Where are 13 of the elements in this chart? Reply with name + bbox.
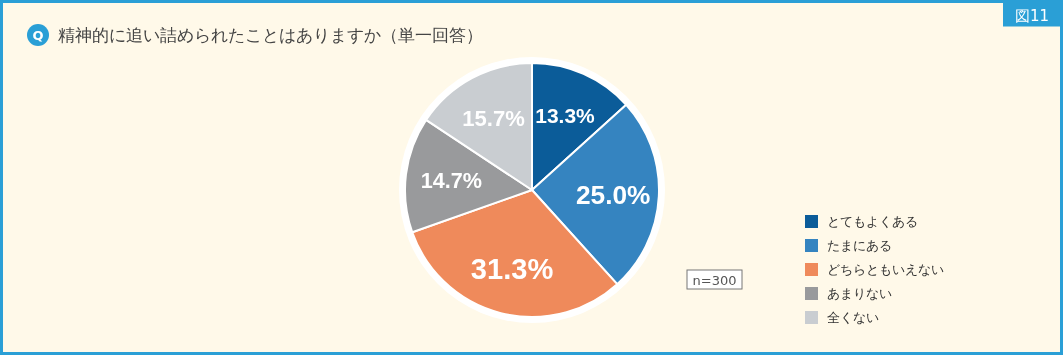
- data-label: 14.7%: [420, 167, 482, 193]
- data-label: 25.0%: [575, 179, 651, 210]
- legend-label: 全くない: [827, 310, 879, 325]
- chart-title: 精神的に追い詰められたことはありますか（単一回答）: [58, 25, 483, 45]
- legend-label: たまにある: [827, 238, 892, 253]
- legend-label: どちらともいえない: [827, 262, 944, 277]
- data-label: 31.3%: [470, 253, 554, 286]
- legend-label: あまりない: [827, 286, 892, 301]
- data-label: 13.3%: [535, 104, 596, 128]
- caption: 図11: [1014, 7, 1050, 25]
- legend-label: とてもよくある: [827, 214, 918, 229]
- text: n=300: [692, 273, 737, 288]
- text: Q: [32, 28, 44, 43]
